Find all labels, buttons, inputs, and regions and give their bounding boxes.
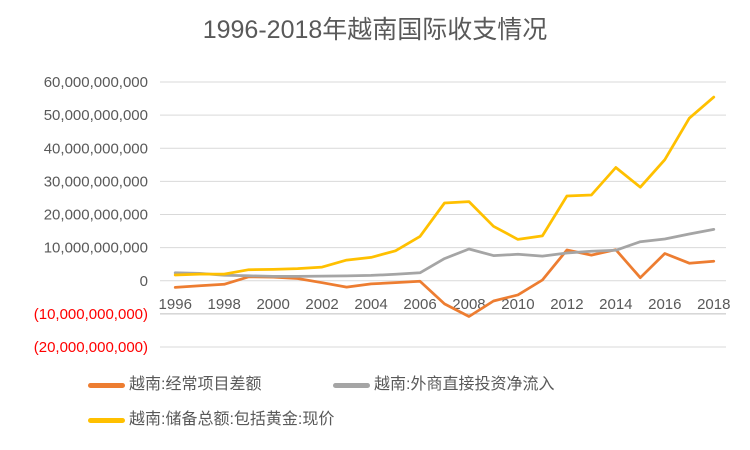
legend-swatch-orange — [88, 382, 125, 388]
x-axis-tick-label: 2016 — [648, 296, 681, 313]
legend-item-total-reserves: 越南:储备总额:包括黄金:现价 — [88, 409, 334, 431]
x-axis-tick-label: 2006 — [403, 296, 436, 313]
legend-swatch-gray — [333, 382, 370, 388]
y-axis-tick-label: 20,000,000,000 — [44, 207, 148, 224]
y-axis-tick-label: 30,000,000,000 — [44, 173, 148, 190]
chart-title: 1996-2018年越南国际收支情况 — [202, 16, 548, 44]
x-axis-tick-label: 2000 — [256, 296, 289, 313]
y-axis-tick-label: 60,000,000,000 — [44, 74, 148, 91]
x-axis-tick-label: 2012 — [550, 296, 583, 313]
x-axis-tick-label: 2002 — [305, 296, 338, 313]
y-axis-tick-label: 40,000,000,000 — [44, 140, 148, 157]
legend-label: 越南:外商直接投资净流入 — [374, 376, 555, 393]
legend-label: 越南:储备总额:包括黄金:现价 — [129, 411, 335, 428]
legend-label: 越南:经常项目差额 — [129, 376, 262, 393]
legend-item-current-account: 越南:经常项目差额 — [88, 374, 261, 396]
y-axis-tick-label: (20,000,000,000) — [34, 339, 148, 356]
x-axis-tick-label: 2018 — [697, 296, 730, 313]
y-axis-tick-label: (10,000,000,000) — [34, 306, 148, 323]
x-axis-tick-label: 2014 — [599, 296, 632, 313]
y-axis-tick-label: 50,000,000,000 — [44, 107, 148, 124]
x-axis-tick-label: 2008 — [452, 296, 485, 313]
legend-item-fdi-net-inflow: 越南:外商直接投资净流入 — [333, 374, 554, 396]
x-axis-tick-label: 2004 — [354, 296, 387, 313]
series-line-2 — [173, 95, 716, 277]
x-axis-tick-label: 1996 — [159, 296, 192, 313]
y-axis-tick-label: 10,000,000,000 — [44, 240, 148, 257]
legend-swatch-gold — [88, 417, 125, 423]
series-line-1 — [173, 228, 716, 278]
x-axis-tick-label: 2010 — [501, 296, 534, 313]
x-axis-tick-label: 1998 — [208, 296, 241, 313]
y-axis-tick-label: 0 — [140, 273, 148, 290]
